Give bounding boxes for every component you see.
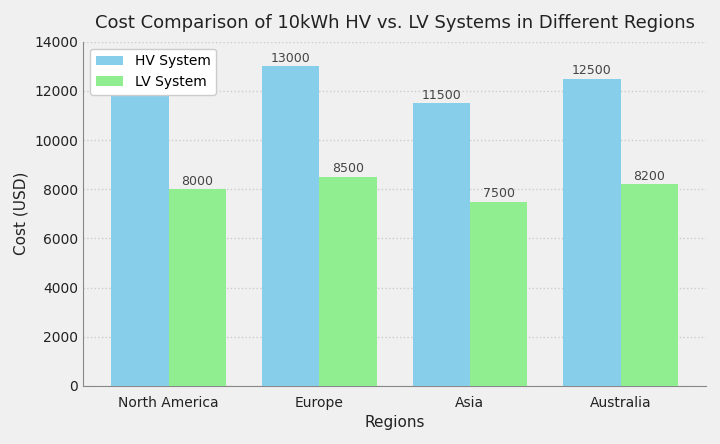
Title: Cost Comparison of 10kWh HV vs. LV Systems in Different Regions: Cost Comparison of 10kWh HV vs. LV Syste… [94,14,695,32]
Y-axis label: Cost (USD): Cost (USD) [14,172,29,255]
Bar [563,79,621,386]
Bar [320,177,377,386]
Bar [168,189,226,386]
Bar [112,91,168,386]
Text: 8200: 8200 [634,170,665,183]
Text: 11500: 11500 [421,89,462,102]
Text: 12000: 12000 [120,76,160,89]
Bar [621,184,678,386]
Legend: HV System, LV System: HV System, LV System [90,49,216,95]
Bar [470,202,527,386]
Text: 13000: 13000 [271,52,310,65]
X-axis label: Regions: Regions [364,415,425,430]
Bar [262,66,320,386]
Bar [413,103,470,386]
Text: 8500: 8500 [332,163,364,175]
Text: 12500: 12500 [572,64,612,77]
Text: 8000: 8000 [181,175,213,188]
Text: 7500: 7500 [482,187,515,200]
